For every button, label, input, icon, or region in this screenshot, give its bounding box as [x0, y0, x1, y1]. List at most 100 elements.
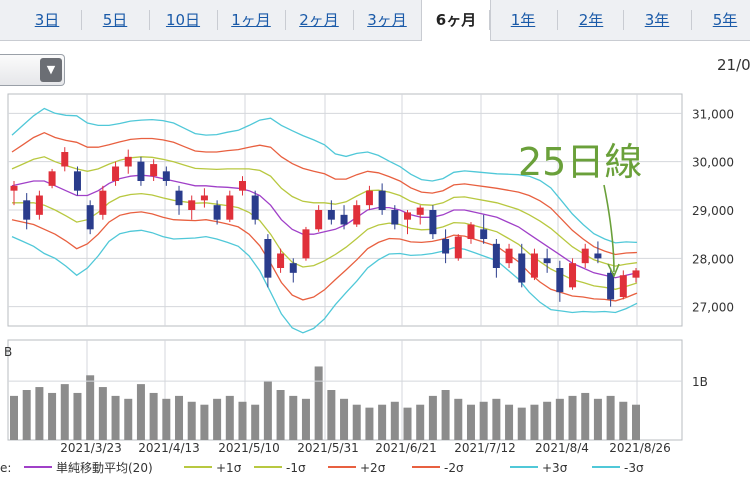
- volume-bar: [136, 384, 145, 440]
- candle-body: [594, 253, 602, 259]
- candle-body: [581, 248, 589, 264]
- volume-bar: [479, 401, 488, 440]
- legend-label: +1σ: [216, 461, 242, 475]
- candle-body: [226, 195, 234, 220]
- tab-11[interactable]: 5年: [712, 11, 738, 29]
- tab-divider: [149, 10, 150, 30]
- volume-bar: [466, 404, 475, 440]
- candle-body: [518, 253, 526, 283]
- annotation-arrowhead: [607, 263, 620, 278]
- band-minus-3-sigma: [11, 229, 638, 334]
- volume-bar: [314, 366, 323, 440]
- band-plus-2-sigma: [11, 131, 638, 256]
- candle-body: [277, 253, 285, 268]
- candle-body: [365, 190, 373, 206]
- candle-body: [619, 275, 627, 297]
- volume-bar: [530, 404, 539, 440]
- y-tick-label: 31,000: [692, 107, 734, 121]
- volume-bar: [416, 404, 425, 440]
- candle-body: [353, 205, 361, 225]
- legend-label: +2σ: [360, 461, 386, 475]
- x-tick-label: 2021/7/12: [454, 441, 516, 455]
- volume-bar: [187, 401, 196, 440]
- volume-bar: [98, 387, 107, 440]
- x-tick-label: 2021/8/26: [609, 441, 671, 455]
- candle-body: [569, 263, 577, 288]
- y-tick-label: 29,000: [692, 204, 734, 218]
- volume-bar: [340, 398, 349, 440]
- tab-divider: [623, 10, 624, 30]
- candle-body: [124, 156, 132, 167]
- volume-bar: [555, 398, 564, 440]
- volume-bar: [111, 395, 120, 440]
- volume-bar: [593, 398, 602, 440]
- volume-bar: [632, 404, 640, 440]
- candle-body: [302, 229, 310, 259]
- candle-body: [454, 236, 462, 259]
- candle-body: [162, 171, 170, 181]
- candle-body: [492, 243, 500, 268]
- volume-bar: [619, 401, 628, 440]
- tab-6[interactable]: 3ヶ月: [367, 11, 407, 29]
- candle-body: [150, 164, 158, 177]
- legend-label: -2σ: [444, 461, 464, 475]
- candle-body: [48, 171, 56, 186]
- volume-bar: [568, 395, 577, 440]
- candle-body: [632, 270, 640, 278]
- y-tick-label: 28,000: [692, 252, 734, 266]
- legend-label: +3σ: [542, 461, 568, 475]
- candle-body: [10, 185, 18, 191]
- volume-tick-label: 1B: [692, 375, 708, 389]
- volume-bar: [35, 387, 44, 440]
- volume-bar: [378, 404, 387, 440]
- volume-bar: [327, 390, 336, 440]
- volume-bar: [251, 404, 260, 440]
- candle-body: [404, 212, 412, 220]
- candle-body: [23, 200, 31, 220]
- tab-divider: [691, 10, 692, 30]
- candle-body: [505, 248, 513, 264]
- candle-body: [607, 272, 615, 300]
- x-tick-label: 2021/5/10: [218, 441, 280, 455]
- volume-bar: [301, 398, 310, 440]
- tab-10[interactable]: 3年: [644, 11, 670, 29]
- tab-3[interactable]: 10日: [165, 11, 201, 29]
- tab-divider: [81, 10, 82, 30]
- volume-bar: [10, 395, 18, 440]
- candle-body: [289, 263, 297, 273]
- tab-4[interactable]: 1ヶ月: [231, 11, 271, 29]
- volume-bar: [428, 395, 437, 440]
- volume-bar: [365, 407, 374, 440]
- candle-body: [35, 195, 43, 215]
- candle-body: [429, 210, 437, 235]
- tab-9[interactable]: 2年: [578, 11, 604, 29]
- candle-body: [200, 195, 208, 201]
- candle-body: [61, 152, 69, 167]
- volume-bar: [263, 381, 272, 440]
- candle-body: [442, 239, 450, 254]
- candle-body: [137, 161, 145, 181]
- tab-divider: [489, 10, 490, 30]
- candle-body: [543, 258, 551, 264]
- candle-body: [530, 253, 538, 278]
- volume-unit-label: B: [4, 345, 12, 359]
- tab-1[interactable]: 3日: [34, 11, 60, 29]
- volume-bar: [22, 390, 31, 440]
- candle-body: [327, 210, 335, 220]
- y-tick-label: 27,000: [692, 301, 734, 315]
- volume-bar: [213, 398, 222, 440]
- chart-type-dropdown[interactable]: ▼: [0, 54, 65, 86]
- x-tick-label: 2021/4/13: [138, 441, 200, 455]
- candle-body: [188, 200, 196, 210]
- candle-body: [112, 166, 120, 181]
- tab-7[interactable]: 6ヶ月: [421, 0, 491, 41]
- tab-8[interactable]: 1年: [510, 11, 536, 29]
- candle-body: [416, 207, 424, 215]
- x-tick-label: 2021/6/21: [375, 441, 437, 455]
- tab-5[interactable]: 2ヶ月: [299, 11, 339, 29]
- volume-bar: [225, 395, 234, 440]
- tab-2[interactable]: 5日: [102, 11, 128, 29]
- volume-bar: [505, 404, 514, 440]
- candle-body: [340, 214, 348, 225]
